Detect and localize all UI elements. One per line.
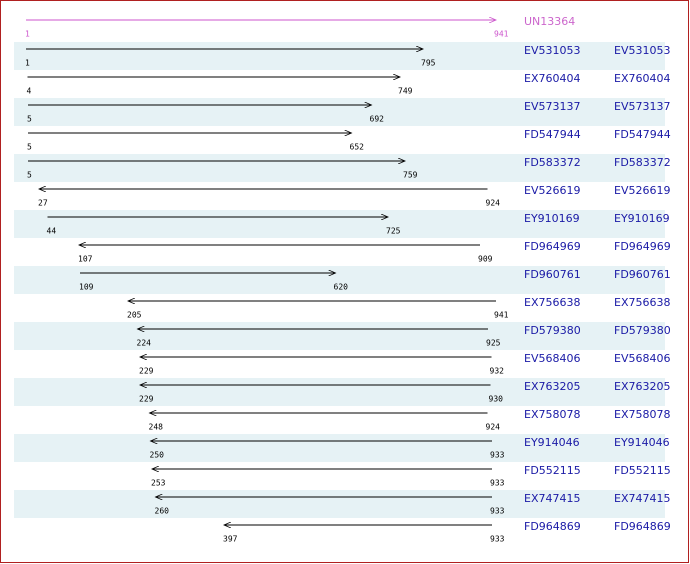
- sequence-name[interactable]: EV568406: [524, 352, 580, 365]
- sequence-name[interactable]: EX758078: [524, 408, 580, 421]
- end-label: 795: [421, 59, 436, 68]
- start-label: 248: [149, 423, 164, 432]
- end-label: 759: [403, 171, 418, 180]
- sequence-name[interactable]: EY914046: [524, 436, 580, 449]
- sequence-link[interactable]: EX763205: [614, 380, 670, 393]
- end-label: 924: [486, 423, 501, 432]
- sequence-name[interactable]: FD964969: [524, 240, 581, 253]
- sequence-name[interactable]: EV531053: [524, 44, 580, 57]
- sequence-link[interactable]: EV531053: [614, 44, 670, 57]
- row-band: [14, 154, 665, 182]
- start-label: 229: [139, 367, 154, 376]
- end-label: 925: [486, 339, 501, 348]
- start-label: 107: [78, 255, 93, 264]
- sequence-name: UN13364: [524, 15, 575, 28]
- end-label: 924: [486, 199, 501, 208]
- end-label: 933: [490, 451, 505, 460]
- start-label: 4: [27, 87, 32, 96]
- end-label: 620: [334, 283, 349, 292]
- sequence-link[interactable]: FD583372: [614, 156, 671, 169]
- start-label: 205: [127, 311, 142, 320]
- sequence-name[interactable]: FD552115: [524, 464, 581, 477]
- sequence-name[interactable]: EX760404: [524, 72, 580, 85]
- start-label: 5: [27, 115, 32, 124]
- end-label: 941: [494, 30, 509, 39]
- start-label: 250: [150, 451, 165, 460]
- end-label: 941: [494, 311, 509, 320]
- sequence-link[interactable]: FD960761: [614, 268, 671, 281]
- sequence-link[interactable]: EX747415: [614, 492, 670, 505]
- start-label: 224: [137, 339, 152, 348]
- row-band: [14, 266, 665, 294]
- sequence-link[interactable]: EV526619: [614, 184, 670, 197]
- sequence-link[interactable]: FD552115: [614, 464, 671, 477]
- sequence-name[interactable]: EV526619: [524, 184, 580, 197]
- end-label: 933: [490, 507, 505, 516]
- sequence-link[interactable]: EX758078: [614, 408, 670, 421]
- start-label: 5: [27, 143, 32, 152]
- sequence-link[interactable]: EX760404: [614, 72, 670, 85]
- start-label: 229: [139, 395, 154, 404]
- row-band: [14, 98, 665, 126]
- end-label: 652: [350, 143, 365, 152]
- sequence-link[interactable]: EV568406: [614, 352, 670, 365]
- start-label: 260: [155, 507, 170, 516]
- sequence-name[interactable]: EY910169: [524, 212, 580, 225]
- start-label: 253: [151, 479, 166, 488]
- row-band: [14, 42, 665, 70]
- sequence-name[interactable]: FD547944: [524, 128, 581, 141]
- end-label: 725: [386, 227, 401, 236]
- sequence-name[interactable]: EV573137: [524, 100, 580, 113]
- end-label: 933: [490, 535, 505, 544]
- sequence-name[interactable]: EX756638: [524, 296, 580, 309]
- end-label: 692: [370, 115, 385, 124]
- start-label: 1: [25, 30, 30, 39]
- start-label: 109: [79, 283, 94, 292]
- sequence-link[interactable]: FD579380: [614, 324, 671, 337]
- sequence-link[interactable]: EY914046: [614, 436, 670, 449]
- start-label: 5: [27, 171, 32, 180]
- row-band: [14, 210, 665, 238]
- sequence-link[interactable]: FD964969: [614, 240, 671, 253]
- sequence-link[interactable]: FD547944: [614, 128, 671, 141]
- start-label: 397: [223, 535, 238, 544]
- row-band: [14, 322, 665, 350]
- row-band: [14, 378, 665, 406]
- sequence-link[interactable]: FD964869: [614, 520, 671, 533]
- row-band: [14, 490, 665, 518]
- sequence-name[interactable]: FD583372: [524, 156, 581, 169]
- sequence-name[interactable]: FD960761: [524, 268, 581, 281]
- start-label: 27: [38, 199, 48, 208]
- end-label: 930: [489, 395, 504, 404]
- row-band: [14, 434, 665, 462]
- sequence-link[interactable]: EV573137: [614, 100, 670, 113]
- start-label: 44: [47, 227, 57, 236]
- end-label: 932: [490, 367, 505, 376]
- sequence-name[interactable]: EX747415: [524, 492, 580, 505]
- end-label: 933: [490, 479, 505, 488]
- sequence-name[interactable]: FD579380: [524, 324, 581, 337]
- end-label: 909: [478, 255, 493, 264]
- sequence-name[interactable]: EX763205: [524, 380, 580, 393]
- sequence-name[interactable]: FD964869: [524, 520, 581, 533]
- sequence-link[interactable]: EY910169: [614, 212, 670, 225]
- sequence-link[interactable]: EX756638: [614, 296, 670, 309]
- end-label: 749: [398, 87, 413, 96]
- start-label: 1: [25, 59, 30, 68]
